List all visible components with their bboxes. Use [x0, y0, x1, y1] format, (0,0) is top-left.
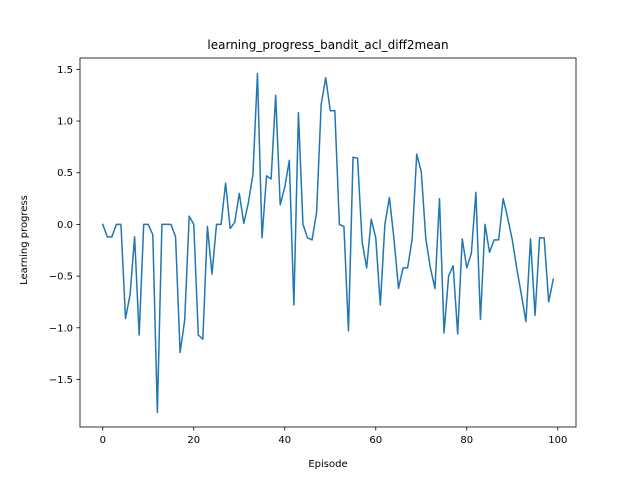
x-tick-label: 80	[460, 435, 473, 446]
x-tick-label: 40	[278, 435, 291, 446]
y-tick-label: −1.0	[49, 323, 73, 334]
y-tick-label: −1.5	[49, 375, 73, 386]
y-tick-label: 1.5	[57, 65, 73, 76]
series-line-0	[101, 72, 555, 414]
x-axis-label: Episode	[308, 459, 347, 470]
x-tick-label: 100	[548, 435, 567, 446]
x-tick-label: 60	[369, 435, 382, 446]
x-axis: 0 20 40 60 80 100	[100, 427, 567, 446]
axes-frame	[79, 57, 577, 428]
x-tick-label: 0	[100, 435, 106, 446]
x-tick-label: 20	[187, 435, 200, 446]
chart-title: learning_progress_bandit_acl_diff2mean	[207, 38, 448, 52]
y-tick-label: −0.5	[49, 272, 73, 283]
plot-area	[101, 72, 555, 414]
y-tick-label: 1.0	[57, 117, 73, 128]
y-axis: −1.5 −1.0 −0.5 0.0 0.5 1.0 1.5	[49, 65, 80, 386]
y-tick-label: 0.5	[57, 168, 73, 179]
y-axis-label: Learning progress	[19, 195, 30, 285]
y-tick-label: 0.0	[57, 220, 73, 231]
